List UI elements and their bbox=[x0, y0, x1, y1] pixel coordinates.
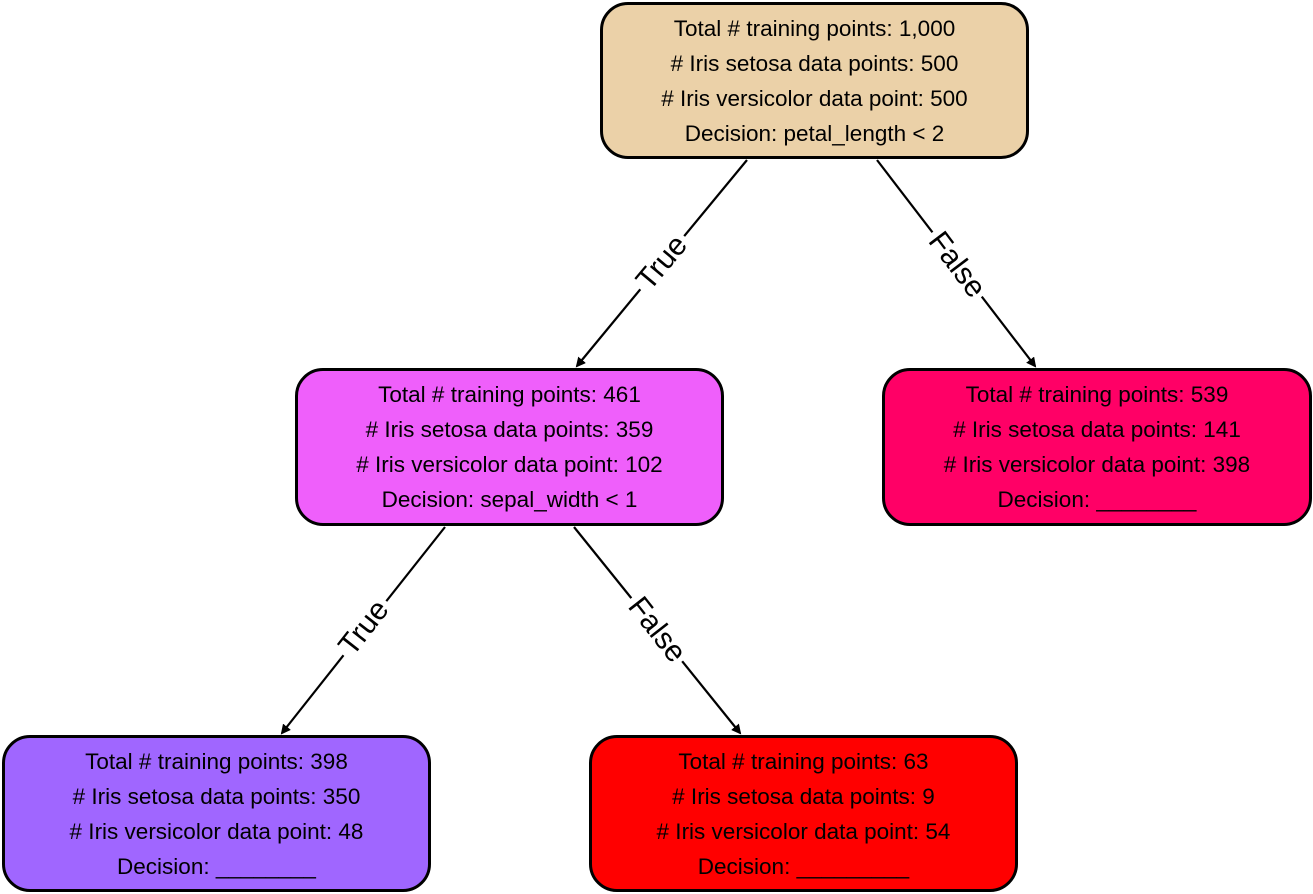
node-setosa: # Iris setosa data points: 350 bbox=[72, 783, 361, 809]
node-total: Total # training points: 1,000 bbox=[673, 15, 956, 41]
node-total: Total # training points: 63 bbox=[678, 748, 929, 774]
node-total: Total # training points: 461 bbox=[378, 382, 641, 407]
node-left: Total # training points: 461 # Iris seto… bbox=[295, 368, 724, 526]
node-setosa: # Iris setosa data points: 9 bbox=[672, 783, 935, 809]
node-versicolor: # Iris versicolor data point: 54 bbox=[656, 818, 951, 844]
node-decision: Decision: ________ bbox=[117, 853, 316, 879]
node-setosa: # Iris setosa data points: 359 bbox=[365, 417, 654, 442]
node-decision: Decision: _________ bbox=[697, 853, 910, 879]
node-decision: Decision: sepal_width < 1 bbox=[381, 487, 638, 512]
node-total: Total # training points: 398 bbox=[85, 748, 348, 774]
node-decision: Decision: petal_length < 2 bbox=[684, 120, 945, 146]
node-versicolor: # Iris versicolor data point: 48 bbox=[69, 818, 364, 844]
node-versicolor: # Iris versicolor data point: 102 bbox=[356, 452, 663, 477]
node-versicolor: # Iris versicolor data point: 398 bbox=[943, 452, 1251, 477]
node-total: Total # training points: 539 bbox=[965, 382, 1229, 407]
node-setosa: # Iris setosa data points: 500 bbox=[670, 50, 959, 76]
node-left-right: Total # training points: 63 # Iris setos… bbox=[589, 735, 1018, 892]
node-root: Total # training points: 1,000 # Iris se… bbox=[600, 2, 1029, 159]
node-setosa: # Iris setosa data points: 141 bbox=[953, 417, 1241, 442]
node-left-left: Total # training points: 398 # Iris seto… bbox=[2, 735, 431, 892]
node-versicolor: # Iris versicolor data point: 500 bbox=[661, 85, 968, 111]
node-decision: Decision: ________ bbox=[997, 487, 1197, 512]
node-right: Total # training points: 539 # Iris seto… bbox=[882, 368, 1312, 526]
